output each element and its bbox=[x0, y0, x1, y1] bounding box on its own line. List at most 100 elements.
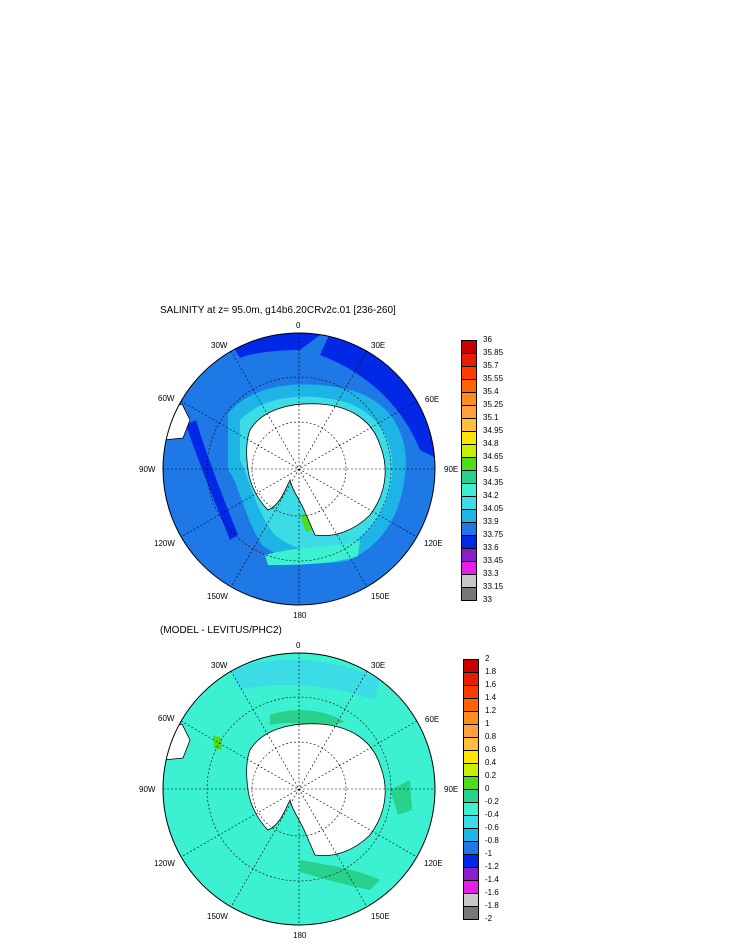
panel-1-lon-150w: 150W bbox=[207, 592, 228, 601]
panel-2-colorbar-swatch-17 bbox=[463, 880, 479, 894]
panel-2-colorbar-label-0: 2 bbox=[485, 654, 490, 663]
panel-2-colorbar: 2 1.8 1.6 1.4 1.2 1 0.8 0.6 0.4 0.2 0 -0.2 -0.4 -0.6 -… bbox=[463, 654, 533, 923]
panel-1-colorbar-swatch-5 bbox=[461, 405, 477, 419]
panel-1-colorbar-swatch-7 bbox=[461, 431, 477, 445]
panel-1-colorbar-label-1: 35.85 bbox=[483, 348, 504, 357]
panel-2-lon-60e: 60E bbox=[425, 715, 440, 724]
panel-1-colorbar-swatch-15 bbox=[461, 535, 477, 549]
panel-1-colorbar-swatch-12 bbox=[461, 496, 477, 510]
panel-1-lon-120w: 120W bbox=[154, 539, 175, 548]
panel-1-lon-180: 180 bbox=[293, 611, 307, 620]
panel-2-colorbar-swatch-8 bbox=[463, 763, 479, 777]
panel-1-colorbar-label-18: 33.3 bbox=[483, 569, 499, 578]
panel-2-colorbar-swatch-15 bbox=[463, 854, 479, 868]
panel-2-colorbar-label-5: 1 bbox=[485, 719, 490, 728]
panel-2-lon-30e: 30E bbox=[371, 661, 386, 670]
panel-1-colorbar-label-9: 34.65 bbox=[483, 452, 504, 461]
panel-1-colorbar-swatch-0 bbox=[461, 340, 477, 354]
panel-2-colorbar-swatch-18 bbox=[463, 893, 479, 907]
panel-2-colorbar-swatch-12 bbox=[463, 815, 479, 829]
panel-2-lon-150e: 150E bbox=[371, 912, 390, 921]
panel-2-title: (MODEL - LEVITUS/PHC2) bbox=[160, 625, 282, 636]
panel-2-lon-90w: 90W bbox=[139, 785, 156, 794]
panel-2-colorbar-label-10: 0 bbox=[485, 784, 490, 793]
panel-1-colorbar-swatch-6 bbox=[461, 418, 477, 432]
panel-1-lon-120e: 120E bbox=[424, 539, 443, 548]
panel-2-lon-150w: 150W bbox=[207, 912, 228, 921]
panel-1-lon-150e: 150E bbox=[371, 592, 390, 601]
panel-2-lon-30w: 30W bbox=[211, 661, 228, 670]
panel-2-graticule bbox=[163, 653, 435, 925]
panel-2-colorbar-label-3: 1.4 bbox=[485, 693, 497, 702]
panel-1-colorbar-swatch-10 bbox=[461, 470, 477, 484]
panel-2-colorbar-swatch-16 bbox=[463, 867, 479, 881]
panel-1-colorbar-label-3: 35.55 bbox=[483, 374, 504, 383]
panel-1-colorbar-swatch-8 bbox=[461, 444, 477, 458]
panel-1-colorbar-swatch-1 bbox=[461, 353, 477, 367]
panel-2-lon-90e: 90E bbox=[444, 785, 459, 794]
panel-1-colorbar-swatch-9 bbox=[461, 457, 477, 471]
panel-1-colorbar-swatch-13 bbox=[461, 509, 477, 523]
panel-2-colorbar-swatch-19 bbox=[463, 906, 479, 920]
panel-2-colorbar-label-17: -1.4 bbox=[485, 875, 499, 884]
panel-2-colorbar-swatch-1 bbox=[463, 672, 479, 686]
panel-2-colorbar-label-18: -1.6 bbox=[485, 888, 499, 897]
panel-2-colorbar-swatch-9 bbox=[463, 776, 479, 790]
panel-1-colorbar-label-19: 33.15 bbox=[483, 582, 504, 591]
panel-2-colorbar-label-15: -1 bbox=[485, 849, 493, 858]
panel-1-lon-90w: 90W bbox=[139, 465, 156, 474]
panel-2-colorbar-swatch-4 bbox=[463, 711, 479, 725]
panel-1-colorbar-label-13: 34.05 bbox=[483, 504, 504, 513]
panel-1-colorbar-label-6: 35.1 bbox=[483, 413, 499, 422]
panel-2-colorbar-swatch-6 bbox=[463, 737, 479, 751]
panel-2-colorbar-label-2: 1.6 bbox=[485, 680, 497, 689]
panel-2-colorbar-label-14: -0.8 bbox=[485, 836, 499, 845]
panel-1-colorbar-swatch-3 bbox=[461, 379, 477, 393]
panel-1-colorbar-label-4: 35.4 bbox=[483, 387, 499, 396]
panel-1-colorbar-swatch-11 bbox=[461, 483, 477, 497]
panel-2-lon-60w: 60W bbox=[158, 714, 175, 723]
panel-2-colorbar-label-19: -1.8 bbox=[485, 901, 499, 910]
panel-1-colorbar-label-16: 33.6 bbox=[483, 543, 499, 552]
panel-2-colorbar-swatch-3 bbox=[463, 698, 479, 712]
panel-1-lon-60e: 60E bbox=[425, 395, 440, 404]
panel-2-colorbar-label-9: 0.2 bbox=[485, 771, 497, 780]
panel-1-colorbar-swatch-18 bbox=[461, 574, 477, 588]
panel-2-colorbar-label-20: -2 bbox=[485, 914, 493, 923]
panel-1-colorbar-label-10: 34.5 bbox=[483, 465, 499, 474]
panel-1-lon-30e: 30E bbox=[371, 341, 386, 350]
panel-2-lon-120e: 120E bbox=[424, 859, 443, 868]
panel-1-graticule bbox=[163, 333, 435, 605]
panel-2-colorbar-swatch-5 bbox=[463, 724, 479, 738]
panel-2-colorbar-label-6: 0.8 bbox=[485, 732, 497, 741]
panel-2-colorbar-swatch-11 bbox=[463, 802, 479, 816]
panel-1-lon-90e: 90E bbox=[444, 465, 459, 474]
panel-2-lon-0: 0 bbox=[296, 641, 301, 650]
panel-1-lon-0: 0 bbox=[296, 321, 301, 330]
panel-2-colorbar-label-7: 0.6 bbox=[485, 745, 497, 754]
panel-2-colorbar-swatch-0 bbox=[463, 659, 479, 673]
panel-2-colorbar-swatch-13 bbox=[463, 828, 479, 842]
panel-1-colorbar-label-0: 36 bbox=[483, 335, 492, 344]
panel-2-colorbar-swatch-7 bbox=[463, 750, 479, 764]
panel-1-colorbar-swatch-14 bbox=[461, 522, 477, 536]
panel-2-lon-180: 180 bbox=[293, 931, 307, 940]
panel-1-colorbar-swatch-19 bbox=[461, 587, 477, 601]
panel-2-colorbar-label-11: -0.2 bbox=[485, 797, 499, 806]
panel-1-colorbar-label-5: 35.25 bbox=[483, 400, 504, 409]
panel-2-colorbar-label-8: 0.4 bbox=[485, 758, 497, 767]
panel-1-lon-30w: 30W bbox=[211, 341, 228, 350]
panel-1-colorbar-label-2: 35.7 bbox=[483, 361, 499, 370]
panel-1-colorbar-label-12: 34.2 bbox=[483, 491, 499, 500]
panel-2-colorbar-label-4: 1.2 bbox=[485, 706, 497, 715]
panel-1-colorbar: 36 35.85 35.7 35.55 35.4 35.25 35.1 34.95 34.8 34… bbox=[461, 335, 531, 604]
panel-1-title: SALINITY at z= 95.0m, g14b6.20CRv2c.01 [… bbox=[160, 305, 396, 316]
panel-1-colorbar-label-7: 34.95 bbox=[483, 426, 504, 435]
panel-1-colorbar-swatch-2 bbox=[461, 366, 477, 380]
panel-2-colorbar-label-16: -1.2 bbox=[485, 862, 499, 871]
panel-1-colorbar-label-17: 33.45 bbox=[483, 556, 504, 565]
panel-1-colorbar-label-15: 33.75 bbox=[483, 530, 504, 539]
panel-1-colorbar-swatch-16 bbox=[461, 548, 477, 562]
panel-2-colorbar-swatch-10 bbox=[463, 789, 479, 803]
